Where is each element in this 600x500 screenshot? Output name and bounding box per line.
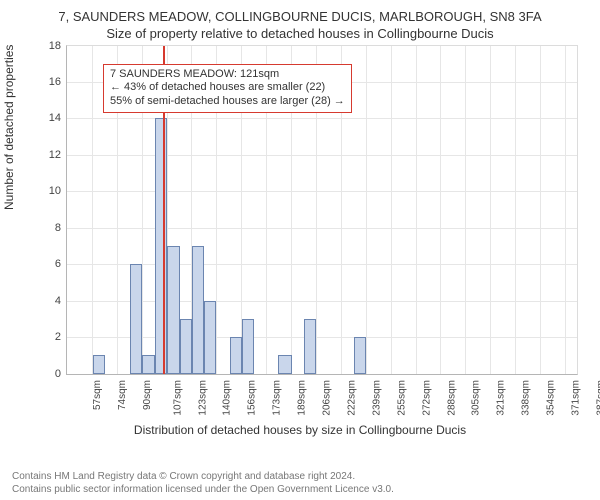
- y-tick-label: 12: [49, 149, 61, 161]
- x-tick-label: 189sqm: [297, 380, 308, 416]
- y-tick-label: 2: [55, 331, 61, 343]
- footer: Contains HM Land Registry data © Crown c…: [12, 471, 588, 496]
- gridline-v: [515, 46, 516, 374]
- x-tick-label: 305sqm: [471, 380, 482, 416]
- x-tick-label: 387sqm: [596, 380, 600, 416]
- footer-line: Contains public sector information licen…: [12, 484, 588, 497]
- y-tick-label: 0: [55, 368, 61, 380]
- y-axis-label: Number of detached properties: [2, 45, 16, 210]
- x-tick-label: 123sqm: [197, 380, 208, 416]
- x-tick-label: 156sqm: [247, 380, 258, 416]
- gridline-h: [67, 155, 577, 156]
- gridline-v: [465, 46, 466, 374]
- histogram-chart: 7 SAUNDERS MEADOW: 121sqm ← 43% of detac…: [66, 45, 578, 375]
- gridline-h: [67, 337, 577, 338]
- x-tick-label: 354sqm: [546, 380, 557, 416]
- x-tick-label: 206sqm: [322, 380, 333, 416]
- gridline-v: [92, 46, 93, 374]
- x-tick-label: 255sqm: [396, 380, 407, 416]
- x-tick-label: 173sqm: [272, 380, 283, 416]
- histogram-bar: [230, 337, 242, 373]
- annotation-line: ← 43% of detached houses are smaller (22…: [110, 81, 345, 95]
- histogram-bar: [192, 246, 204, 374]
- annotation-box: 7 SAUNDERS MEADOW: 121sqm ← 43% of detac…: [103, 64, 352, 113]
- x-axis-label: Distribution of detached houses by size …: [12, 423, 588, 437]
- gridline-h: [67, 301, 577, 302]
- gridline-v: [366, 46, 367, 374]
- x-tick-label: 57sqm: [92, 380, 103, 410]
- histogram-bar: [142, 355, 154, 373]
- x-tick-label: 288sqm: [446, 380, 457, 416]
- x-tick-label: 90sqm: [142, 380, 153, 410]
- histogram-bar: [93, 355, 105, 373]
- x-tick-label: 222sqm: [347, 380, 358, 416]
- histogram-bar: [304, 319, 316, 374]
- x-tick-label: 338sqm: [521, 380, 532, 416]
- gridline-v: [540, 46, 541, 374]
- y-tick-label: 8: [55, 222, 61, 234]
- gridline-v: [391, 46, 392, 374]
- histogram-bar: [278, 355, 292, 373]
- x-tick-label: 74sqm: [117, 380, 128, 410]
- histogram-bar: [130, 264, 142, 373]
- y-tick-label: 18: [49, 40, 61, 52]
- gridline-v: [565, 46, 566, 374]
- gridline-h: [67, 191, 577, 192]
- page-subtitle: Size of property relative to detached ho…: [12, 26, 588, 41]
- gridline-v: [416, 46, 417, 374]
- gridline-h: [67, 118, 577, 119]
- y-tick-label: 14: [49, 112, 61, 124]
- gridline-h: [67, 228, 577, 229]
- x-tick-label: 371sqm: [571, 380, 582, 416]
- histogram-bar: [204, 301, 216, 374]
- x-tick-label: 140sqm: [222, 380, 233, 416]
- histogram-bar: [242, 319, 254, 374]
- histogram-bar: [155, 118, 167, 373]
- y-tick-label: 10: [49, 185, 61, 197]
- page-title: 7, SAUNDERS MEADOW, COLLINGBOURNE DUCIS,…: [12, 8, 588, 26]
- y-tick-label: 4: [55, 295, 61, 307]
- gridline-v: [490, 46, 491, 374]
- histogram-bar: [180, 319, 192, 374]
- annotation-line: 55% of semi-detached houses are larger (…: [110, 95, 345, 109]
- footer-line: Contains HM Land Registry data © Crown c…: [12, 471, 588, 484]
- y-tick-label: 16: [49, 76, 61, 88]
- x-tick-label: 321sqm: [496, 380, 507, 416]
- x-tick-label: 239sqm: [371, 380, 382, 416]
- gridline-h: [67, 264, 577, 265]
- x-tick-label: 107sqm: [172, 380, 183, 416]
- gridline-v: [440, 46, 441, 374]
- plot-area: 7 SAUNDERS MEADOW: 121sqm ← 43% of detac…: [66, 45, 578, 375]
- annotation-line: 7 SAUNDERS MEADOW: 121sqm: [110, 68, 345, 82]
- y-tick-label: 6: [55, 258, 61, 270]
- histogram-bar: [167, 246, 181, 374]
- x-tick-label: 272sqm: [421, 380, 432, 416]
- histogram-bar: [354, 337, 366, 373]
